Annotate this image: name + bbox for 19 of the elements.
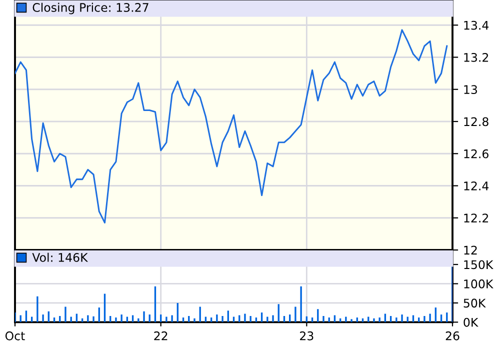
y-tick-label: 12.4 [464, 181, 489, 190]
y-tick-label: 0K [464, 318, 478, 327]
y-tick-label: 12.8 [464, 117, 488, 126]
y-tick-label: 50K [464, 298, 486, 308]
legend-label: Vol: 146K [32, 252, 88, 262]
y-tick-label: 150K [464, 260, 494, 270]
y-tick-label: 12 [464, 246, 477, 254]
y-tick-label: 12.6 [464, 149, 488, 158]
y-tick-label: 13.2 [464, 52, 488, 62]
x-tick-label: Oct [5, 331, 25, 340]
line-series [15, 29, 448, 224]
x-tick-label: 22 [154, 331, 168, 340]
x-tick-label: 26 [446, 331, 460, 340]
legend-label: Closing Price: 13.27 [32, 2, 148, 14]
y-tick-label: 13 [464, 85, 477, 94]
y-tick-label: 12.2 [464, 214, 488, 222]
y-tick-label: 100K [464, 279, 494, 288]
y-tick-label: 13.4 [464, 20, 489, 30]
x-tick-label: 23 [300, 331, 314, 340]
